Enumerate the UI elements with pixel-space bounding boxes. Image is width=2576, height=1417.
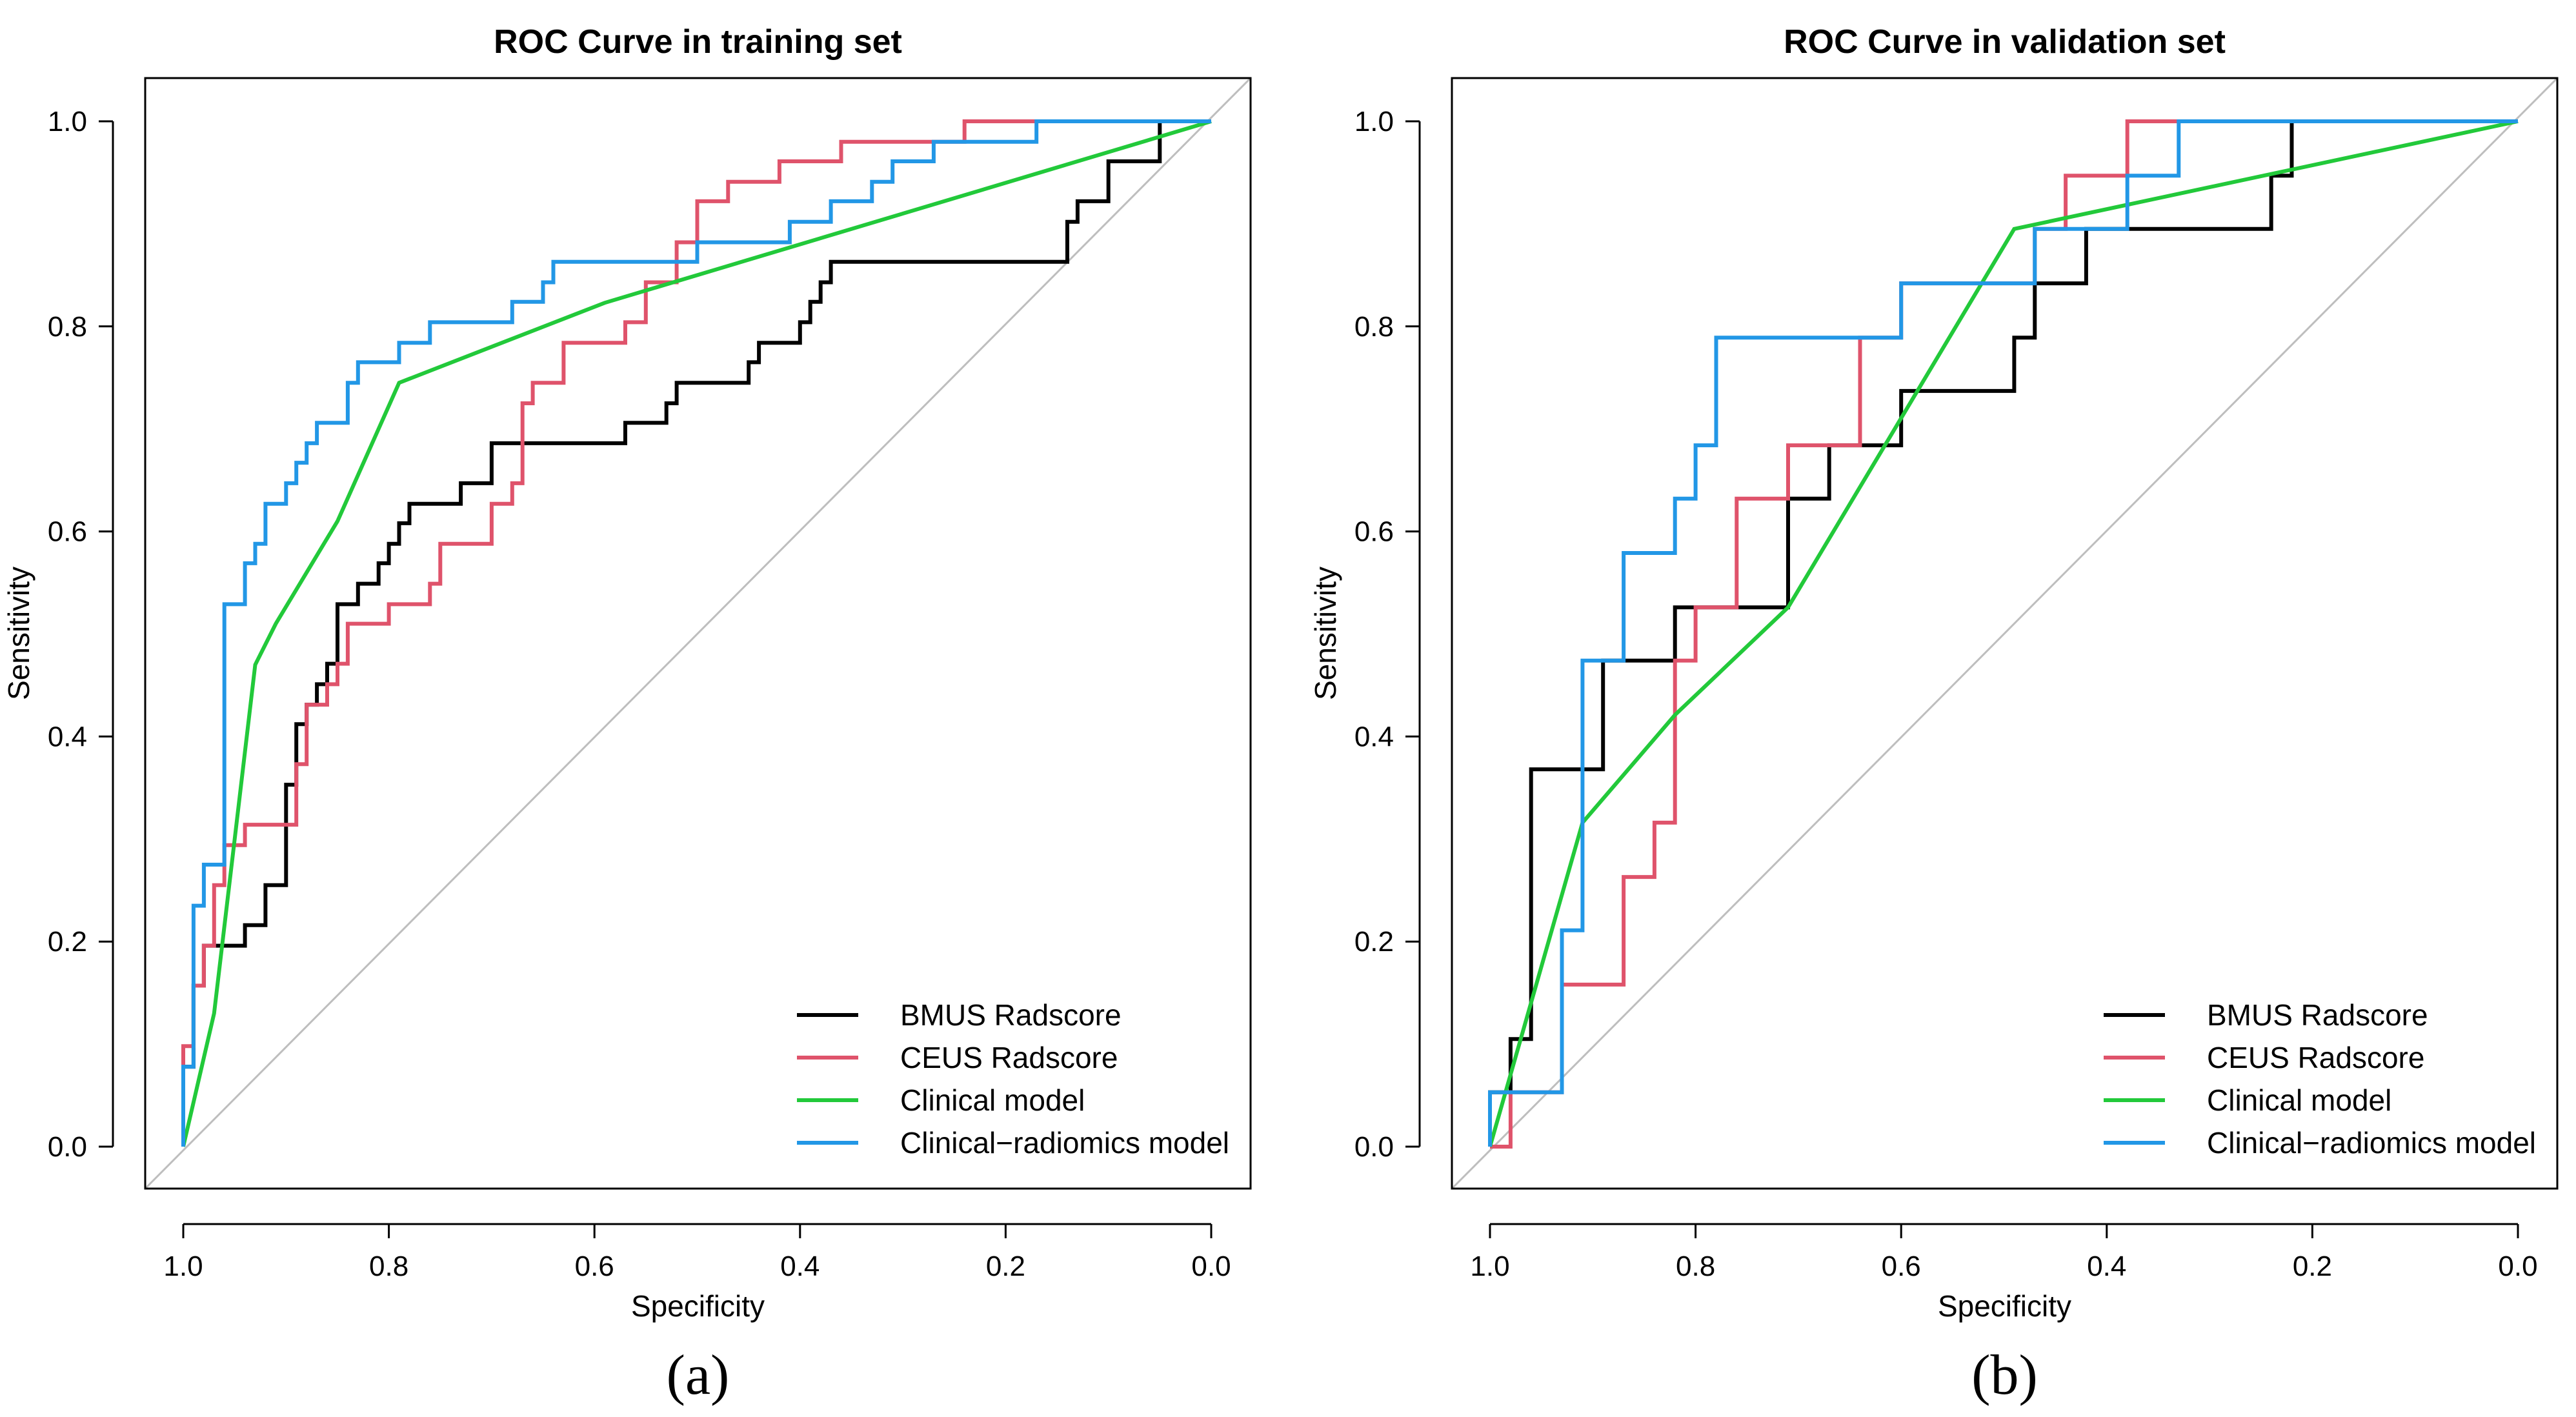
y-tick-label: 0.6	[48, 516, 87, 548]
panel-caption: (a)	[667, 1344, 730, 1407]
legend-label-ceus-radscore: CEUS Radscore	[900, 1041, 1118, 1074]
panel-training-set: ROC Curve in training set 1.0 0.8 0.6 0.4 0.2…	[2, 23, 1252, 1407]
reference-diagonal-line	[1451, 77, 2559, 1190]
panel-caption: (b)	[1971, 1344, 2038, 1407]
x-tick-label: 0.0	[2498, 1251, 2537, 1282]
x-tick-label: 0.4	[780, 1251, 820, 1282]
x-tick-label: 0.4	[2087, 1251, 2126, 1282]
series-line-bmus-radscore	[181, 119, 1211, 1147]
y-tick-label: 0.2	[1354, 926, 1394, 958]
legend-label-clinical-model: Clinical model	[900, 1083, 1085, 1117]
x-tick-label: 1.0	[163, 1251, 203, 1282]
plot-frame	[144, 77, 1252, 1190]
series-line-clinical-radiomics-model	[1488, 119, 2518, 1147]
y-axis-title: Sensitivity	[1309, 567, 1342, 700]
y-tick-label: 1.0	[48, 106, 87, 137]
y-axis-title: Sensitivity	[2, 567, 35, 700]
x-tick-label: 1.0	[1470, 1251, 1509, 1282]
plot-frame	[1451, 77, 2559, 1190]
legend-label-clinical-radiomics-model: Clinical−radiomics model	[2207, 1126, 2536, 1160]
x-tick-label: 0.6	[575, 1251, 614, 1282]
x-tick-label: 0.2	[2293, 1251, 2332, 1282]
legend-label-ceus-radscore: CEUS Radscore	[2207, 1041, 2424, 1074]
y-tick-label: 0.4	[48, 721, 87, 752]
chart-title: ROC Curve in training set	[494, 23, 902, 61]
y-tick-label: 0.8	[1354, 311, 1394, 343]
panel-validation-set: ROC Curve in validation set 1.0 0.8 0.6 0.4 0…	[1309, 23, 2559, 1407]
chart-title: ROC Curve in validation set	[1784, 23, 2226, 61]
series-line-ceus-radscore	[181, 119, 1211, 1147]
series-line-clinical-radiomics-model	[181, 119, 1211, 1147]
x-tick-label: 0.2	[986, 1251, 1025, 1282]
y-tick-label: 0.6	[1354, 516, 1394, 548]
x-axis-title: Specificity	[631, 1289, 765, 1323]
x-tick-label: 0.8	[369, 1251, 408, 1282]
y-tick-label: 1.0	[1354, 106, 1394, 137]
y-tick-label: 0.0	[48, 1131, 87, 1163]
y-tick-label: 0.8	[48, 311, 87, 343]
legend-label-clinical-radiomics-model: Clinical−radiomics model	[900, 1126, 1229, 1160]
x-tick-label: 0.8	[1676, 1251, 1715, 1282]
y-tick-label: 0.4	[1354, 721, 1394, 752]
x-tick-label: 0.0	[1191, 1251, 1231, 1282]
y-tick-label: 0.2	[48, 926, 87, 958]
legend-label-bmus-radscore: BMUS Radscore	[2207, 998, 2428, 1032]
y-tick-label: 0.0	[1354, 1131, 1394, 1163]
series-line-clinical-model	[181, 119, 1212, 1147]
x-axis-title: Specificity	[1938, 1289, 2071, 1323]
series-line-clinical-model	[1488, 119, 2519, 1147]
legend-label-bmus-radscore: BMUS Radscore	[900, 998, 1122, 1032]
legend-label-clinical-model: Clinical model	[2207, 1083, 2391, 1117]
x-tick-label: 0.6	[1882, 1251, 1921, 1282]
